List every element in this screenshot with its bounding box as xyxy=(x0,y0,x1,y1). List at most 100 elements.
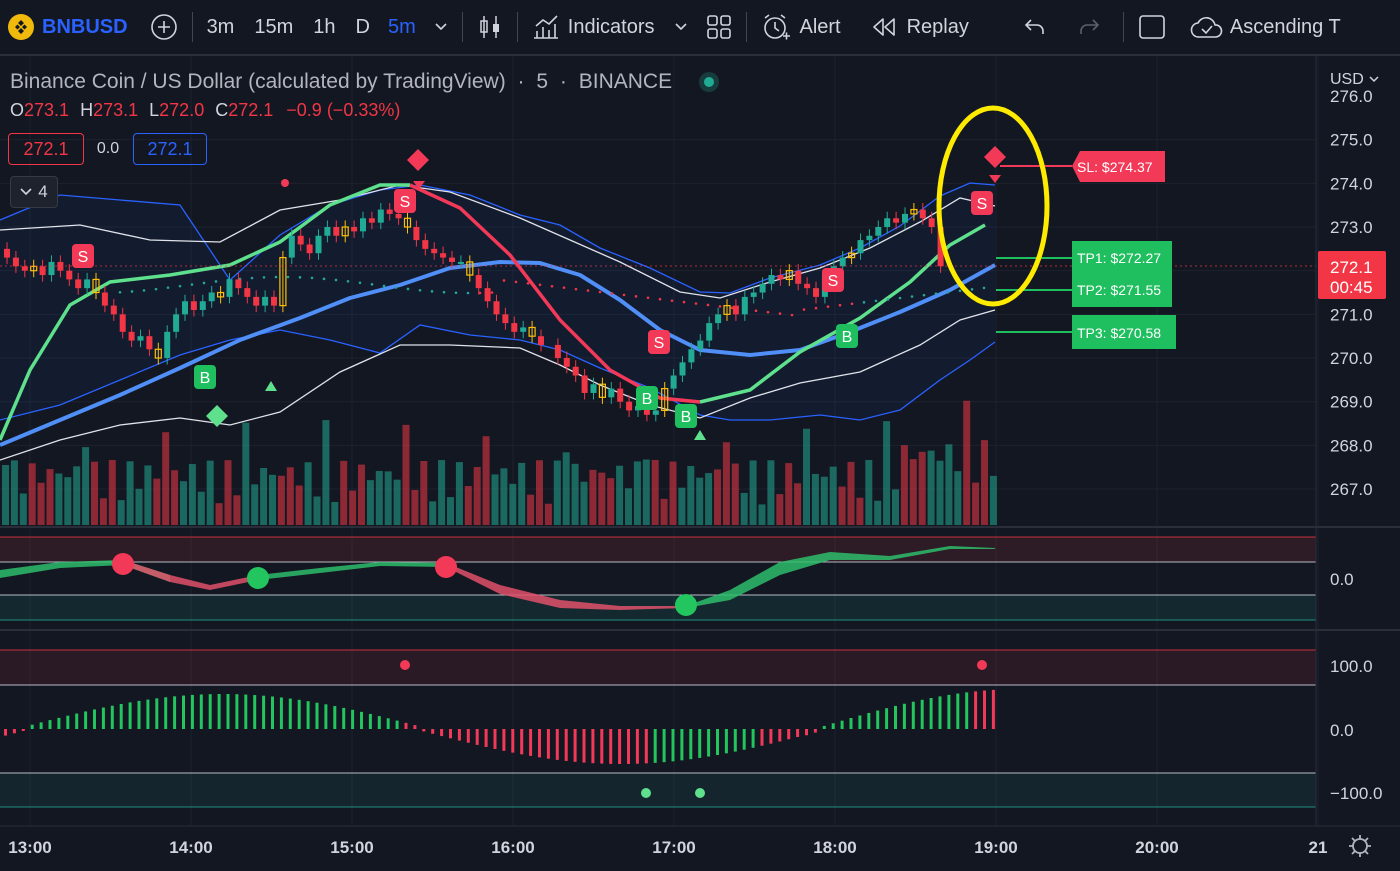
volume-bar xyxy=(945,444,953,525)
histogram-bar xyxy=(938,696,942,729)
collapse-indicators-button[interactable]: 4 xyxy=(10,176,58,208)
fullscreen-button[interactable] xyxy=(1138,0,1166,54)
buy-signal-badge xyxy=(836,324,858,348)
square-icon xyxy=(1139,15,1165,39)
trailing-stop-dot xyxy=(358,281,362,285)
indicators-button[interactable]: Indicators xyxy=(532,0,689,54)
candle-body xyxy=(137,336,144,341)
volume-bar xyxy=(126,461,134,525)
candle-body xyxy=(937,227,944,267)
candle-body xyxy=(449,257,455,262)
volume-bar xyxy=(883,421,891,525)
sell-signal-letter: S xyxy=(654,335,665,352)
volume-bar xyxy=(972,482,980,525)
volume-bar xyxy=(331,501,339,525)
histogram-bar xyxy=(644,729,648,764)
volume-bar xyxy=(767,460,775,525)
volume-bar xyxy=(482,436,490,525)
replay-button[interactable]: Replay xyxy=(871,0,969,54)
volume-bar xyxy=(19,493,27,525)
buy-price-box[interactable]: 272.1 xyxy=(133,133,207,165)
trailing-stop-dot xyxy=(202,281,206,285)
interval-d[interactable]: D xyxy=(355,15,370,38)
candle-body xyxy=(297,235,304,245)
trailing-stop-dot xyxy=(334,278,338,282)
settings-button[interactable] xyxy=(1349,835,1371,857)
interval-15m[interactable]: 15m xyxy=(254,15,294,38)
trailing-stop-dot xyxy=(502,279,506,282)
interval-3m[interactable]: 3m xyxy=(206,15,235,38)
interval-5m[interactable]: 5m xyxy=(387,15,416,38)
volume-bar xyxy=(358,464,365,525)
sl-label[interactable]: SL: $274.37 xyxy=(1072,151,1165,182)
candle-body xyxy=(4,248,10,258)
undo-button[interactable] xyxy=(1023,0,1047,54)
volume-bar xyxy=(936,460,944,525)
tp3-label[interactable]: TP3: $270.58 xyxy=(1072,315,1176,349)
candle-body xyxy=(235,279,242,289)
histogram-bar xyxy=(662,729,666,763)
layouts-button[interactable] xyxy=(706,0,732,54)
candle-body xyxy=(377,209,384,223)
histogram-bar xyxy=(555,729,559,760)
save-layout-button[interactable]: Ascending T xyxy=(1190,0,1341,54)
interval-dropdown[interactable] xyxy=(434,0,448,54)
volume-bar xyxy=(954,471,962,525)
chart-legend[interactable]: Binance Coin / US Dollar (calculated by … xyxy=(10,70,714,94)
time-tick-label: 18:00 xyxy=(813,838,856,857)
volume-bar xyxy=(731,463,739,525)
volume-bar xyxy=(242,422,250,525)
trailing-stop-dot xyxy=(430,290,434,293)
chevron-down-icon xyxy=(435,23,447,31)
tp1-label[interactable]: TP1: $272.27 xyxy=(1072,241,1172,275)
histogram-bar xyxy=(493,729,497,749)
symbol-selector[interactable]: BNBUSD xyxy=(8,0,128,54)
histogram-bar xyxy=(190,694,194,729)
volume-bar xyxy=(82,447,90,525)
histogram-bar xyxy=(271,696,274,729)
tp2-label[interactable]: TP2: $271.55 xyxy=(1072,273,1172,307)
candle-body xyxy=(66,270,73,280)
chart-type-button[interactable] xyxy=(477,0,503,54)
histogram-bar xyxy=(564,729,568,761)
price-tick-label: 275.0 xyxy=(1330,131,1373,150)
histogram-bar xyxy=(529,729,533,756)
time-axis[interactable]: 13:00 14:00 15:00 16:00 17:00 18:00 19:00 20:00… xyxy=(8,838,1327,857)
sell-signal-badge xyxy=(822,268,844,292)
histogram-bar xyxy=(796,729,800,737)
volume-bar xyxy=(206,460,214,525)
volume-bar xyxy=(598,472,606,525)
volume-bar xyxy=(536,460,543,525)
sell-triangle-icon xyxy=(989,175,1001,183)
histogram-bar xyxy=(217,694,221,729)
trailing-stop-dot xyxy=(874,299,878,303)
buy-signal-badge xyxy=(675,404,697,428)
buy-signal-letter: B xyxy=(681,409,692,426)
histogram-bar xyxy=(155,698,159,729)
histogram-bar xyxy=(920,699,924,729)
sell-price-box[interactable]: 272.1 xyxy=(8,133,84,165)
trailing-stop-dot xyxy=(406,287,410,291)
volume-bar xyxy=(340,460,348,525)
candle-body xyxy=(351,227,358,232)
histogram-bar xyxy=(164,697,168,729)
compare-button[interactable] xyxy=(150,0,178,54)
histogram-bar xyxy=(84,711,88,729)
trailing-stop-dot xyxy=(586,289,590,292)
histogram-bar xyxy=(609,729,613,764)
histogram-axis-label: 100.0 xyxy=(1330,657,1373,676)
volume-bar xyxy=(286,467,294,525)
volume-bar xyxy=(927,450,935,525)
trailing-stop-dot xyxy=(766,310,770,314)
redo-button[interactable] xyxy=(1077,0,1101,54)
top-toolbar: BNBUSD 3m 15m 1h D 5m Indicators Alert R… xyxy=(0,0,1400,56)
alert-button[interactable]: Alert xyxy=(761,0,841,54)
candle-body xyxy=(652,410,659,415)
interval-1h[interactable]: 1h xyxy=(313,15,336,38)
histogram-bar xyxy=(627,729,630,764)
histogram-bar xyxy=(733,729,737,752)
toolbar-divider xyxy=(516,12,518,42)
trailing-stop-dot xyxy=(970,288,974,291)
volume-bar xyxy=(349,490,357,525)
